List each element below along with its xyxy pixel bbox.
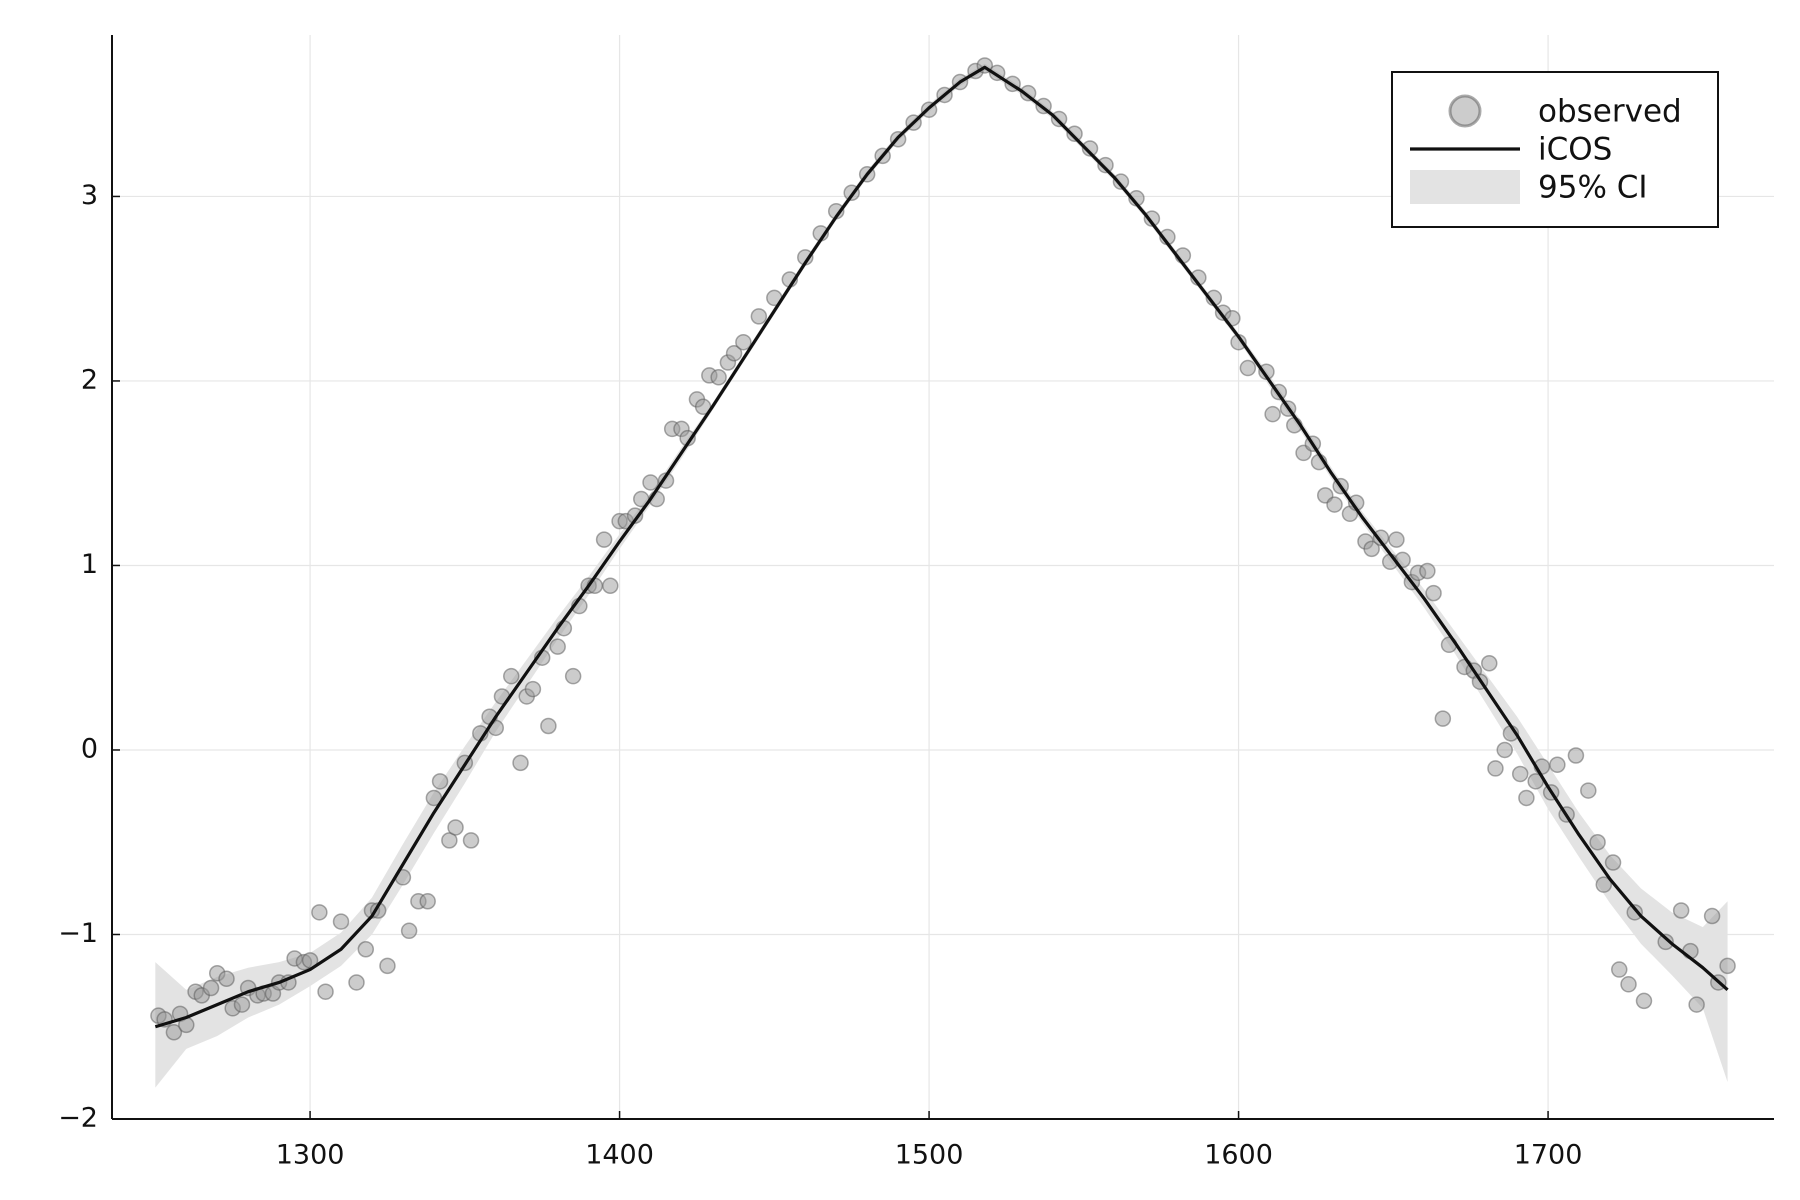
x-tick-label: 1600: [1204, 1140, 1273, 1171]
point: [462, 832, 480, 849]
line: [154, 65, 1729, 1029]
point: [1626, 904, 1643, 921]
point: [311, 904, 328, 921]
point: [348, 974, 365, 991]
point: [317, 983, 334, 1000]
legend-label: observed: [1538, 94, 1682, 130]
point: [1081, 140, 1099, 157]
point: [1363, 540, 1380, 558]
legend-marker: [1448, 94, 1482, 128]
point: [332, 913, 350, 930]
point: [1688, 996, 1705, 1013]
point: [419, 893, 436, 910]
y-tick-label: 3: [81, 180, 98, 211]
point: [750, 308, 768, 325]
point: [1672, 902, 1690, 919]
point: [1388, 531, 1405, 548]
point: [1264, 405, 1281, 423]
legend-label: iCOS: [1538, 132, 1612, 168]
point: [1611, 961, 1628, 978]
point: [1496, 741, 1513, 759]
point: [602, 577, 619, 595]
point: [1604, 854, 1622, 871]
point: [642, 474, 659, 491]
point: [1050, 110, 1068, 128]
point: [1419, 562, 1436, 580]
point: [1703, 907, 1721, 925]
point: [1487, 760, 1504, 777]
point: [1518, 789, 1535, 807]
point: [1019, 84, 1037, 102]
point: [1481, 655, 1498, 672]
point: [512, 754, 529, 772]
point: [1425, 584, 1442, 602]
point: [725, 345, 743, 362]
y-tick-label: −2: [58, 1103, 98, 1134]
point: [1112, 173, 1130, 190]
point: [710, 369, 727, 386]
point: [1549, 756, 1566, 773]
point: [431, 773, 449, 790]
point: [447, 819, 464, 836]
point: [503, 667, 520, 685]
point: [357, 941, 375, 958]
x-tick-label: 1500: [895, 1140, 964, 1171]
point: [425, 789, 443, 807]
point: [379, 957, 396, 975]
point: [595, 531, 613, 548]
point: [400, 922, 418, 940]
x-tick-label: 1400: [585, 1140, 654, 1171]
y-tick-label: 2: [81, 364, 98, 395]
point: [540, 717, 557, 735]
point: [1635, 992, 1653, 1010]
point: [1097, 156, 1114, 174]
point: [1657, 933, 1674, 951]
point: [202, 979, 220, 997]
point: [1434, 710, 1452, 727]
y-tick-label: −1: [58, 918, 98, 949]
point: [626, 507, 644, 524]
point: [1589, 833, 1606, 851]
point: [1326, 496, 1343, 513]
y-tick-label: 0: [81, 733, 98, 764]
point: [1239, 359, 1257, 377]
x-tick-label: 1700: [1514, 1140, 1583, 1171]
point: [1511, 765, 1529, 783]
point: [1143, 210, 1161, 227]
point: [549, 638, 566, 655]
legend-label: 95% CI: [1538, 170, 1648, 206]
legend-marker: [1410, 170, 1520, 204]
point: [165, 1024, 183, 1041]
point: [1719, 957, 1736, 975]
point: [524, 680, 542, 698]
x-tick-label: 1300: [276, 1140, 345, 1171]
point: [735, 333, 752, 351]
point: [233, 996, 251, 1013]
point: [1595, 876, 1613, 893]
point: [1620, 976, 1637, 993]
point: [1580, 782, 1597, 799]
y-tick-label: 1: [81, 549, 98, 580]
point: [1066, 125, 1083, 142]
point: [564, 667, 582, 685]
point: [1567, 747, 1585, 764]
point: [218, 970, 235, 988]
